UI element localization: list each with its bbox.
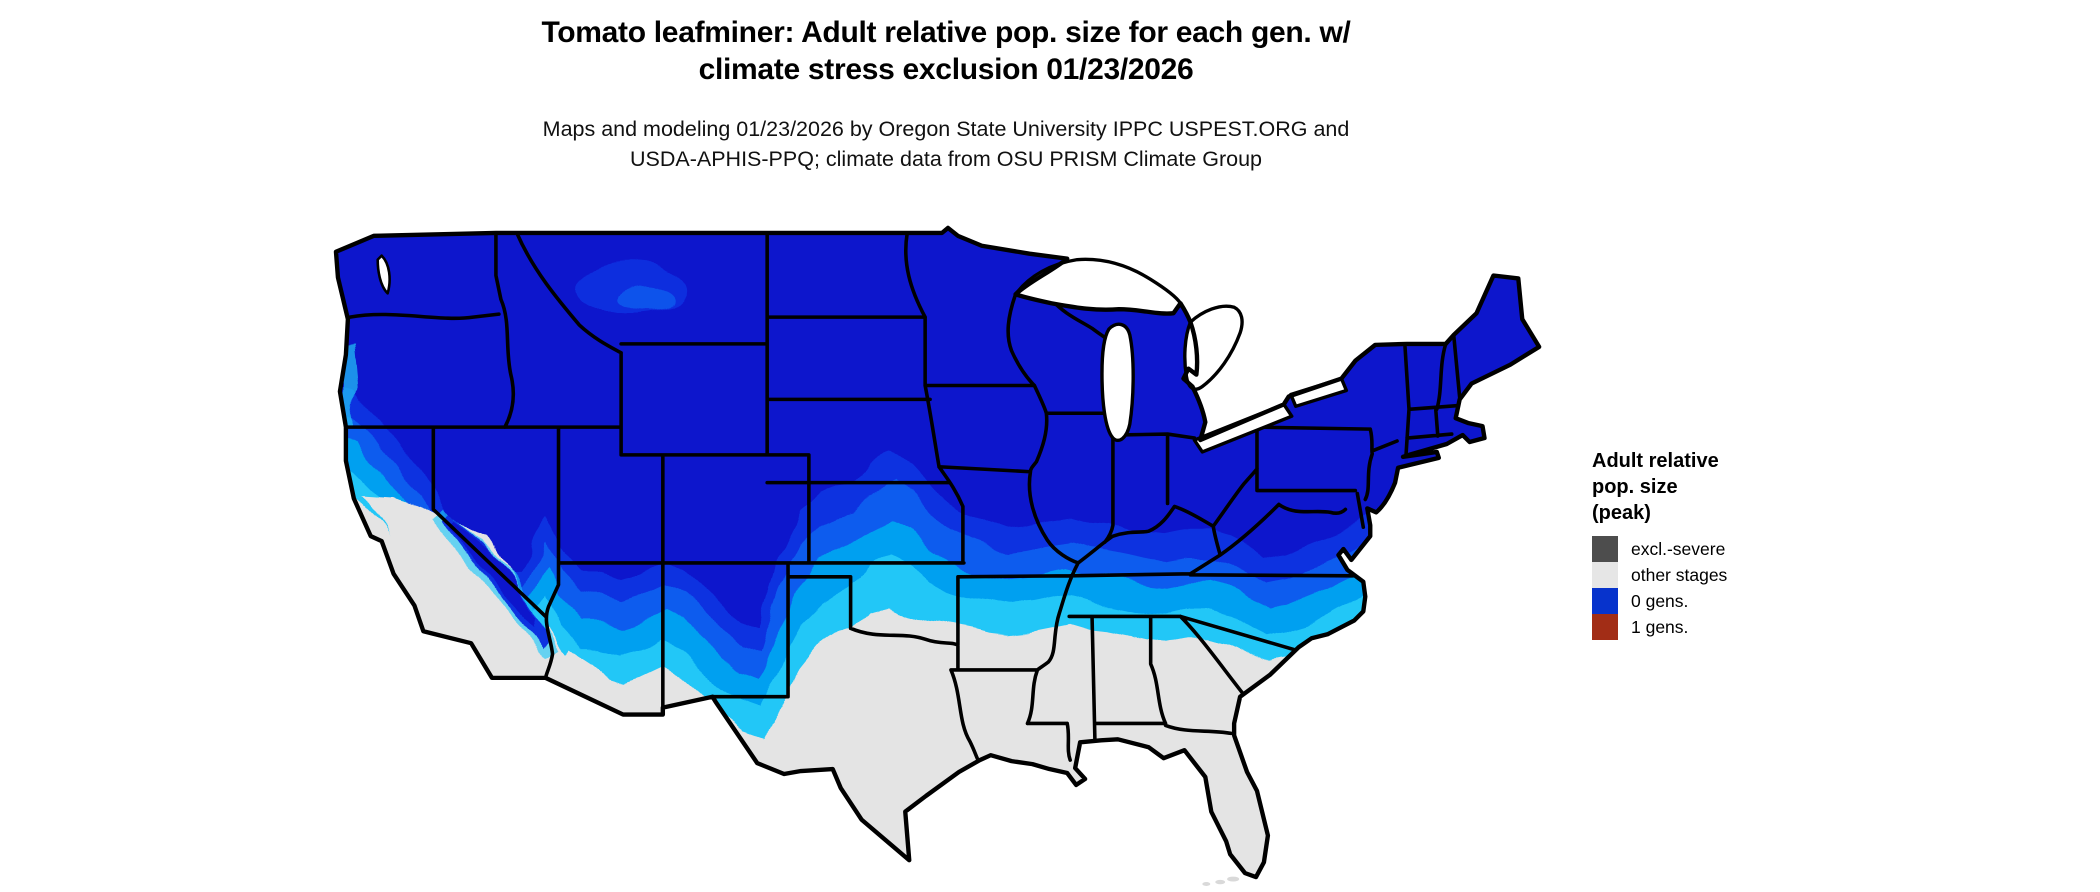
legend-swatch-excl-severe [1592, 536, 1618, 562]
subtitle-line-1: Maps and modeling 01/23/2026 by Oregon S… [542, 117, 1350, 141]
legend-item-other-stages: other stages [1592, 562, 1842, 588]
patch-montana-light [619, 286, 675, 313]
patch-arizona-gray [545, 649, 663, 715]
legend-label: excl.-severe [1631, 539, 1726, 559]
florida-keys [1202, 876, 1240, 886]
us-map [330, 220, 1562, 886]
puget-sound [376, 254, 391, 295]
legend-title-line-2: pop. size [1592, 476, 1678, 498]
patch-california-gray [361, 495, 558, 682]
legend-items: excl.-severe other stages 0 gens. 1 gens… [1592, 536, 1842, 640]
legend-label: other stages [1631, 565, 1728, 585]
lake-huron [1183, 304, 1244, 391]
title-line-1: Tomato leafminer: Adult relative pop. si… [541, 16, 1351, 49]
legend-item-0-gens: 0 gens. [1592, 588, 1842, 614]
legend-swatch-1-gens [1592, 614, 1618, 640]
legend-swatch-other-stages [1592, 562, 1618, 588]
population-bands [335, 227, 1540, 878]
map-legend: Adult relative pop. size (peak) excl.-se… [1592, 448, 1842, 640]
legend-label: 0 gens. [1631, 591, 1689, 611]
legend-title-line-1: Adult relative [1592, 450, 1719, 472]
state-borders [346, 231, 1464, 765]
legend-label: 1 gens. [1631, 617, 1689, 637]
legend-title-line-3: (peak) [1592, 502, 1651, 524]
figure-header: Tomato leafminer: Adult relative pop. si… [330, 14, 1562, 174]
lake-michigan [1100, 322, 1135, 442]
title-line-2: climate stress exclusion 01/23/2026 [698, 53, 1194, 86]
legend-item-excl-severe: excl.-severe [1592, 536, 1842, 562]
legend-item-1-gens: 1 gens. [1592, 614, 1842, 640]
figure-subtitle: Maps and modeling 01/23/2026 by Oregon S… [330, 114, 1562, 174]
figure-title: Tomato leafminer: Adult relative pop. si… [330, 14, 1562, 88]
legend-title: Adult relative pop. size (peak) [1592, 448, 1842, 526]
legend-swatch-0-gens [1592, 588, 1618, 614]
subtitle-line-2: USDA-APHIS-PPQ; climate data from OSU PR… [629, 147, 1263, 171]
